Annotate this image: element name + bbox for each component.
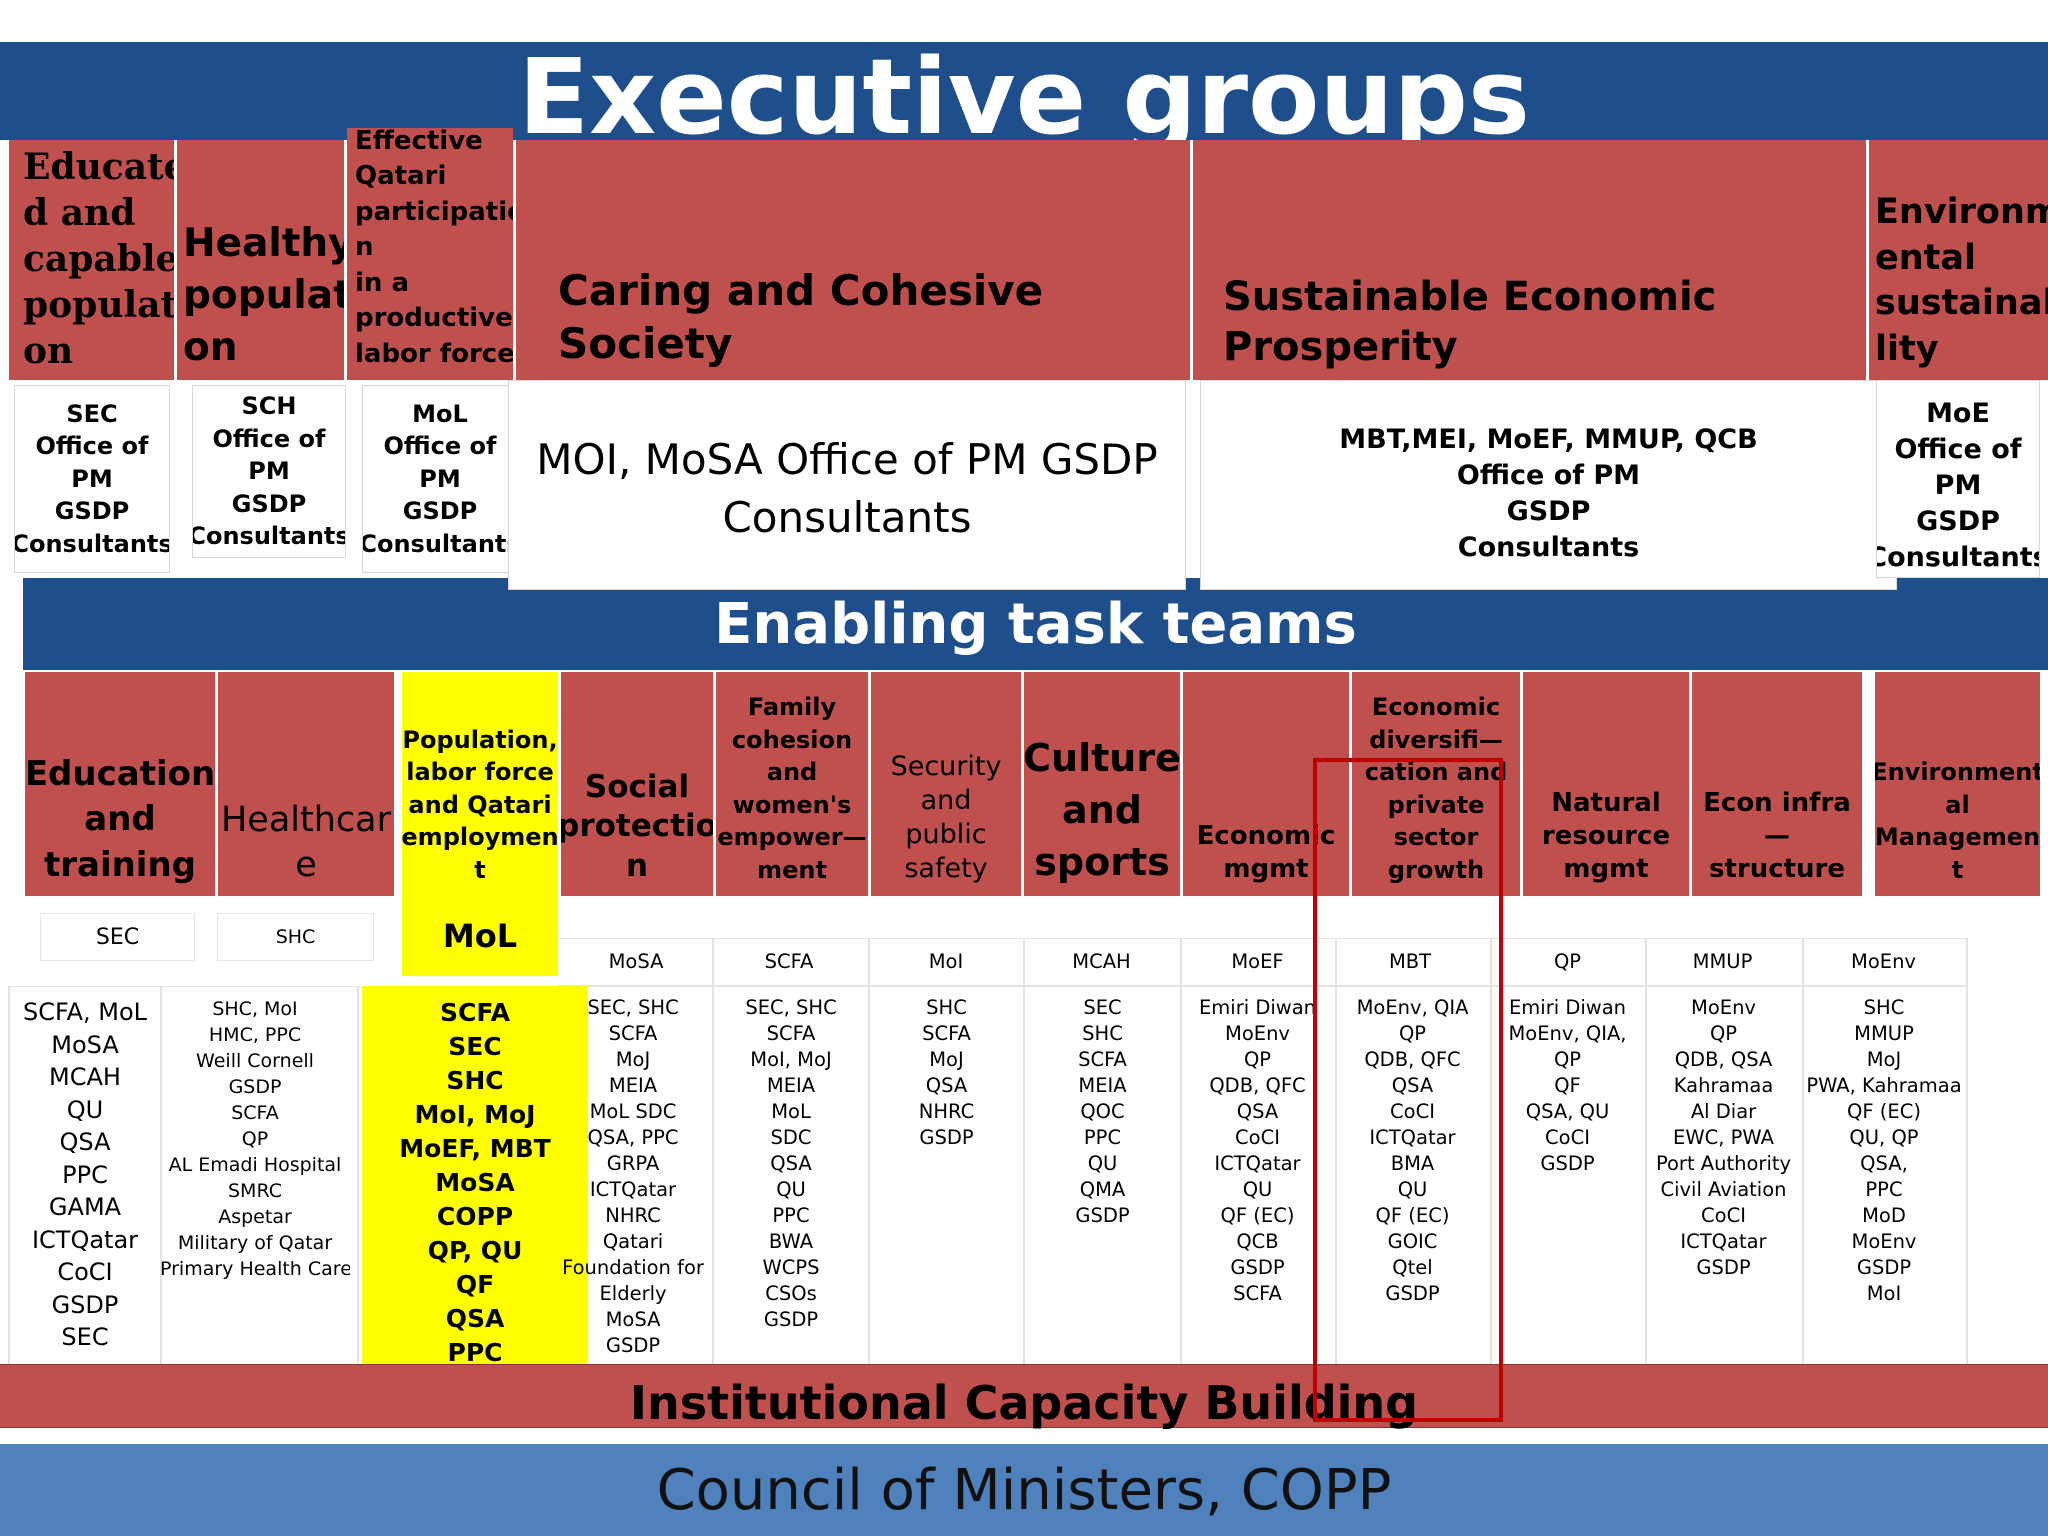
exec-group-header: Educate d and capable populati on <box>9 140 174 380</box>
exec-group-header: Environm ental sustainabi lity <box>1869 140 2048 380</box>
exec-group-members: SCH Office of PM GSDP Consultants <box>192 385 346 558</box>
team-members: SEC, SHC SCFA MoJ MEIA MoL SDC QSA, PPC GRPA IC… <box>562 996 704 1357</box>
team-members: SHC, MoI HMC, PPC Weill Cornell GSDP SCFA QP A… <box>160 998 350 1280</box>
exec-group-members: MOI, MoSA Office of PM GSDP Consultants <box>508 380 1186 590</box>
team-lead: SCFA <box>764 950 814 973</box>
team-header: Econ infra— structure <box>1692 672 1862 896</box>
grid-line <box>8 986 10 1364</box>
exec-group-members: MoL Office of PM GSDP Consultants <box>362 385 518 573</box>
team-header: Family cohesion and women's empower— men… <box>716 672 868 896</box>
exec-group-title: Sustainable Economic Prosperity <box>1223 274 1717 370</box>
exec-group-title: Environm ental sustainabi lity <box>1875 192 2048 369</box>
team-title: Family cohesion and women's empower— men… <box>717 693 867 884</box>
team-lead: MBT <box>1388 950 1432 973</box>
institutional-capacity-title: Institutional Capacity Building <box>629 1376 1419 1430</box>
team-members: MoEnv QP QDB, QSA Kahramaa Al Diar EWC, PWA Po… <box>1655 996 1792 1279</box>
grid-line <box>1645 938 1647 1364</box>
team-members-highlighted: SCFA SEC SHC MoI, MoJ MoEF, MBT MoSA COPP QP, Q… <box>399 998 551 1367</box>
team-members: SEC, SHC SCFA MoI, MoJ MEIA MoL SDC QSA QU PPC BW… <box>745 996 837 1331</box>
institutional-capacity-bar: Institutional Capacity Building <box>0 1364 2048 1430</box>
grid-line <box>712 938 714 1364</box>
team-header: Natural resource mgmt <box>1523 672 1689 896</box>
team-members: MoEnv, QIA QP QDB, QFC QSA CoCI ICTQatar BMA QU… <box>1356 996 1469 1305</box>
team-lead: MoEF <box>1231 950 1284 973</box>
team-lead: MoEnv <box>1851 950 1916 973</box>
enabling-teams-title: Enabling task teams <box>714 591 1357 657</box>
council-title: Council of Ministers, COPP <box>656 1457 1392 1523</box>
grid-line <box>1023 938 1025 1364</box>
team-lead: QP <box>1553 950 1582 973</box>
grid-line <box>1802 938 1804 1364</box>
team-header: Economic diversifi— cation and private s… <box>1352 672 1520 896</box>
team-title: Economic diversifi— cation and private s… <box>1364 693 1508 884</box>
team-title: Security and public safety <box>890 751 1002 884</box>
exec-group-header: Healthy populati on <box>177 140 344 380</box>
team-members: SEC SHC SCFA MEIA QOC PPC QU QMA GSDP <box>1075 996 1130 1227</box>
exec-group-title: Healthy populati on <box>183 221 344 370</box>
team-members: Emiri Diwan MoEnv QP QDB, QFC QSA CoCI ICTQata… <box>1198 996 1317 1305</box>
grid-line <box>160 986 162 1364</box>
team-lead: MoSA <box>608 950 664 973</box>
team-title: Education and training <box>25 753 215 885</box>
grid-line <box>357 986 359 1364</box>
team-title: Environment al Managemen t <box>1875 758 2040 884</box>
team-members: SHC SCFA MoJ QSA NHRC GSDP <box>918 996 975 1149</box>
grid-line <box>1335 938 1337 1364</box>
council-bar: Council of Ministers, COPP <box>0 1444 2048 1536</box>
team-members: SHC MMUP MoJ PWA, Kahramaa QF (EC) QU, QP QSA,… <box>1806 996 1962 1305</box>
team-header: Security and public safety <box>871 672 1021 896</box>
exec-group-header: Sustainable Economic Prosperity <box>1193 140 1866 380</box>
executive-groups-title: Executive groups <box>518 36 1530 158</box>
team-lead: SHC <box>217 913 374 961</box>
grid-line <box>868 938 870 1364</box>
team-header: Economic mgmt <box>1183 672 1349 896</box>
team-title: Healthcar e <box>220 800 391 885</box>
members-area <box>8 986 1968 1364</box>
team-members: Emiri Diwan MoEnv, QIA, QP QF QSA, QU CoCI GSD… <box>1508 996 1627 1175</box>
grid-line <box>1180 938 1182 1364</box>
team-header: Social protectio n <box>561 672 713 896</box>
grid-line <box>1966 938 1968 1364</box>
grid-line <box>1490 938 1492 1364</box>
team-title: Culture and sports <box>1024 736 1180 884</box>
team-title: Social protectio n <box>561 768 713 884</box>
team-title: Natural resource mgmt <box>1541 788 1671 884</box>
exec-group-header: Effective Qatari participatio n in a pro… <box>347 128 513 380</box>
team-lead: MCAH <box>1072 950 1131 973</box>
exec-group-members: MoE Office of PM GSDP Consultants <box>1876 380 2040 578</box>
team-lead-highlighted: MoL <box>402 896 558 976</box>
team-lead: MoI <box>928 950 964 973</box>
team-members: SCFA, MoL MoSA MCAH QU QSA PPC GAMA ICTQatar CoC… <box>22 998 148 1351</box>
members-highlight <box>362 986 588 1364</box>
team-header: Healthcar e <box>218 672 394 896</box>
lead-row <box>558 938 1968 986</box>
team-title: Population, labor force and Qatari emplo… <box>402 725 558 884</box>
exec-group-members: MBT,MEI, MoEF, MMUP, QCB Office of PM GS… <box>1200 380 1897 590</box>
exec-box-edge <box>508 578 1186 590</box>
exec-group-title: Caring and Cohesive Society <box>558 266 1044 368</box>
team-lead: MMUP <box>1692 950 1753 973</box>
executive-groups-banner: Executive groups <box>0 42 2048 149</box>
team-title: Economic mgmt <box>1196 821 1336 884</box>
exec-group-members: SEC Office of PM GSDP Consultants <box>14 385 170 573</box>
team-header-highlighted: Population, labor force and Qatari emplo… <box>402 672 558 896</box>
team-title: Econ infra— structure <box>1703 788 1851 884</box>
highlight-annotation-box <box>1313 758 1503 1422</box>
exec-box-edge <box>1200 578 1897 590</box>
team-header: Education and training <box>25 672 215 896</box>
enabling-teams-banner: Enabling task teams <box>23 578 2048 670</box>
exec-group-title: Educate d and capable populati on <box>23 146 174 372</box>
team-header: Culture and sports <box>1024 672 1180 896</box>
exec-group-header: Caring and Cohesive Society <box>516 140 1190 380</box>
exec-group-title: Effective Qatari participatio n in a pro… <box>355 128 513 369</box>
team-lead: SEC <box>40 913 195 961</box>
team-header: Environment al Managemen t <box>1875 672 2040 896</box>
